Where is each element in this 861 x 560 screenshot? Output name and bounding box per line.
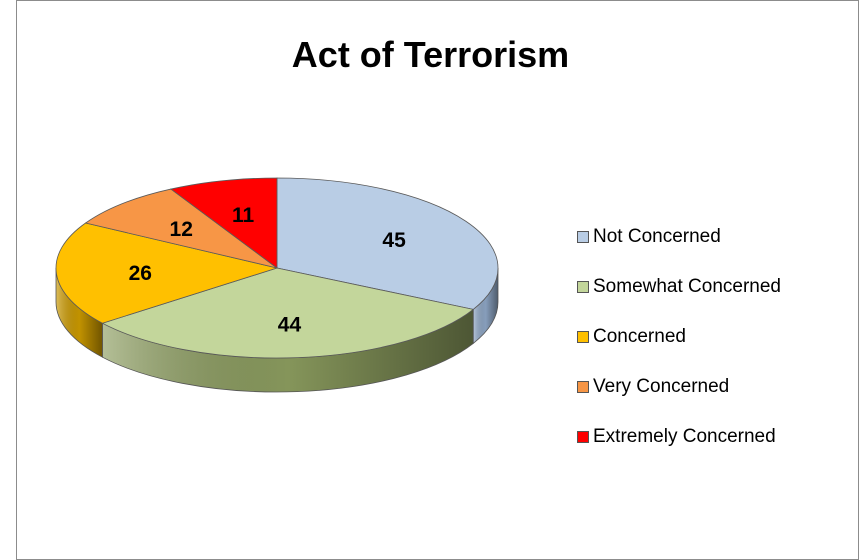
legend-swatch [577, 281, 589, 293]
data-label-very-concerned: 12 [170, 218, 193, 241]
data-label-extremely-concerned: 11 [232, 204, 255, 227]
legend: Not Concerned Somewhat Concerned Concern… [577, 212, 781, 462]
legend-label: Very Concerned [593, 376, 730, 397]
legend-item-not-concerned: Not Concerned [577, 212, 781, 262]
legend-swatch [577, 431, 589, 443]
legend-swatch [577, 381, 589, 393]
legend-swatch [577, 231, 589, 243]
legend-item-very-concerned: Very Concerned [577, 362, 781, 412]
legend-item-concerned: Concerned [577, 312, 781, 362]
data-label-concerned: 26 [129, 262, 152, 285]
slice-concerned [55, 222, 279, 324]
pie-data-labels: 45 44 26 12 11 [129, 204, 406, 337]
legend-label: Extremely Concerned [593, 426, 776, 447]
chart-title: Act of Terrorism [291, 34, 570, 75]
pie-slices [55, 177, 499, 359]
legend-label: Not Concerned [593, 226, 721, 247]
slice-extremely-concerned [169, 177, 278, 269]
legend-swatch [577, 331, 589, 343]
legend-item-extremely-concerned: Extremely Concerned [577, 412, 781, 462]
slice-not-concerned [276, 177, 499, 310]
data-label-somewhat-concerned: 44 [278, 314, 302, 337]
legend-label: Concerned [593, 326, 686, 347]
legend-item-somewhat-concerned: Somewhat Concerned [577, 262, 781, 312]
slice-very-concerned [84, 188, 278, 269]
slice-somewhat-concerned [101, 267, 475, 359]
data-label-not-concerned: 45 [382, 229, 406, 252]
legend-label: Somewhat Concerned [593, 276, 781, 297]
